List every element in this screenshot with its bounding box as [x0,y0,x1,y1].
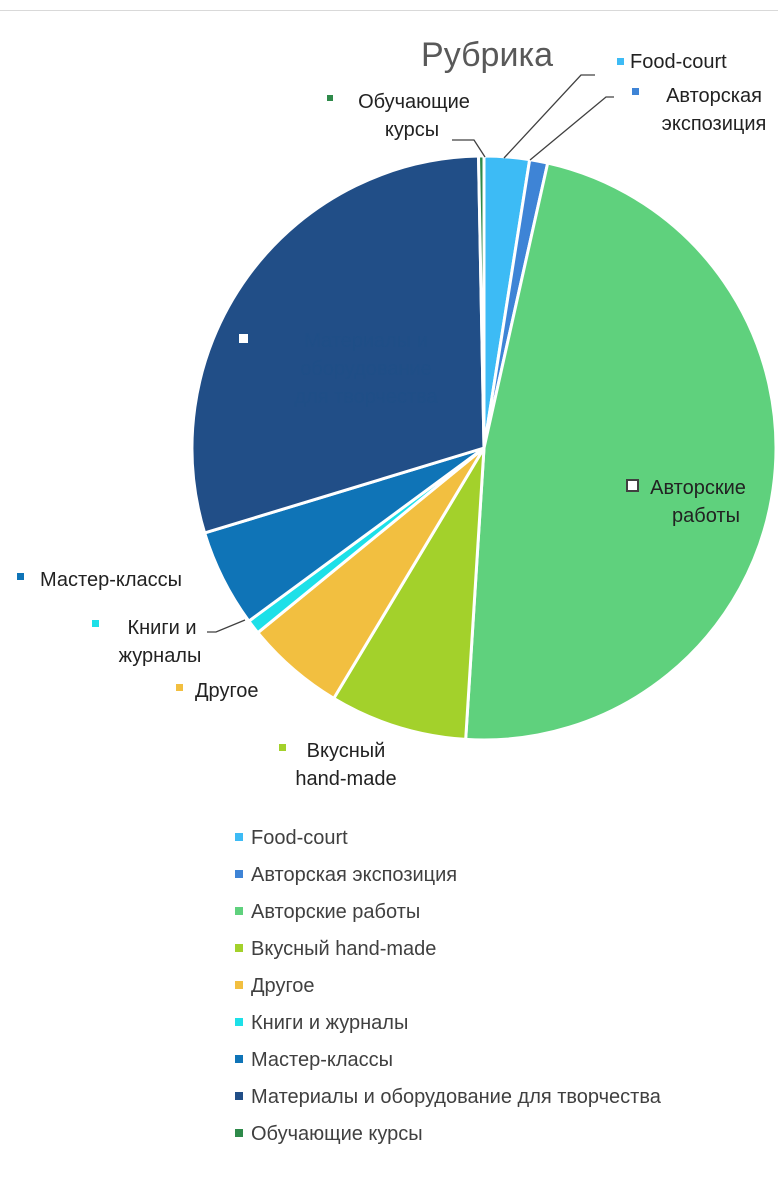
label-avt-exp-line1: Авторская [666,85,762,107]
label-marker-knigi [92,620,99,627]
legend-swatch [235,1055,243,1063]
pie-slice-3 [332,446,486,741]
label-avt-rab-line1: Авторские [650,477,746,499]
leader-line-obuch [452,139,486,158]
legend-swatch [235,1092,243,1100]
legend-label: Материалы и оборудование для творчества [251,1086,661,1108]
pie-slices [190,154,778,742]
label-drugoe: Другое [195,680,259,702]
leader-line-knigi [207,619,246,633]
legend-swatch [235,833,243,841]
label-marker-master [17,573,24,580]
label-vkus-line2: hand-made [295,768,396,790]
leader-line-avt-exp [529,96,614,161]
label-avt-rab-line2: работы [672,505,740,527]
legend-label: Авторская экспозиция [251,864,458,886]
label-avt-exp-line2: экспозиция [662,113,767,135]
legend-swatch [235,981,243,989]
label-marker-mat [237,332,250,345]
legend-swatch [235,944,243,952]
legend-swatch [235,1129,243,1137]
top-divider [0,10,778,11]
label-obuch-line1: Обучающие [358,91,470,113]
leader-line-food [503,74,595,159]
label-vkus-line1: Вкусный [307,740,386,762]
label-obuch-line2: курсы [385,119,439,141]
legend-swatch [235,870,243,878]
pie-slice-7 [190,154,486,535]
legend-label: Авторские работы [251,901,421,923]
legend-swatch [235,1018,243,1026]
legend-label: Food-court [251,827,348,849]
pie-slice-2 [464,161,778,742]
legend-label: Обучающие курсы [251,1123,423,1145]
legend-label: Вкусный hand-made [251,938,437,960]
label-marker-food [617,58,624,65]
label-mat-line1: Материалы и [304,330,428,352]
label-knigi-line1: Книги и [127,617,196,639]
label-mat-line2: оборудование [300,358,432,380]
leader-lines [207,74,614,633]
label-marker-vkus [279,744,286,751]
label-mat-line3: для творчества [294,386,438,408]
legend-label: Книги и журналы [251,1012,409,1034]
label-knigi-line2: журналы [119,645,202,667]
legend-label: Другое [251,975,315,997]
label-marker-drugoe [176,684,183,691]
label-marker-obuch [327,95,333,101]
legend-label: Мастер-классы [251,1049,393,1071]
label-food-court: Food-court [630,51,727,73]
label-marker-avt-exp [632,88,639,95]
label-master: Мастер-классы [40,569,182,591]
pie-chart: Рубрика Food-court Авторская экспозиция … [17,36,778,790]
chart-title: Рубрика [421,36,553,74]
legend-swatch [235,907,243,915]
label-marker-avt-rab [626,479,639,492]
